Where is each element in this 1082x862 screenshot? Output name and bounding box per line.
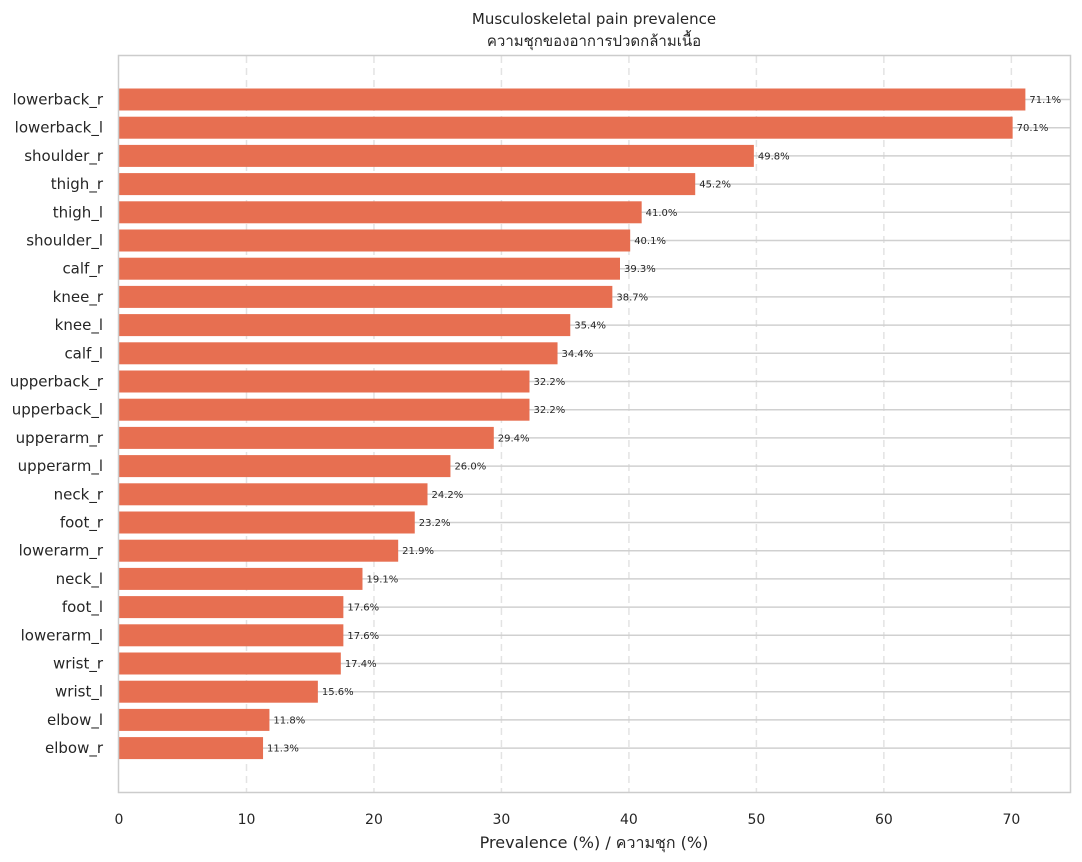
bars [119, 88, 1026, 760]
bar [119, 652, 341, 675]
category-label: foot_l [62, 598, 103, 617]
bar [119, 173, 696, 196]
category-label: shoulder_r [24, 147, 104, 166]
bar [119, 455, 451, 478]
x-tick-label: 20 [365, 812, 383, 828]
category-label: wrist_r [53, 655, 104, 674]
x-tick-label: 60 [875, 812, 893, 828]
category-label: lowerback_r [13, 91, 104, 110]
category-label: thigh_l [53, 203, 103, 222]
bar-value-label: 24.2% [432, 490, 464, 501]
x-tick-label: 40 [620, 812, 638, 828]
bar [119, 596, 344, 619]
category-label: upperarm_l [18, 457, 103, 476]
category-label: knee_l [55, 316, 103, 335]
bar-value-label: 34.4% [562, 349, 594, 360]
bar-value-label: 70.1% [1017, 123, 1049, 134]
bar [119, 342, 558, 365]
bar-value-label: 26.0% [454, 462, 486, 473]
bar-value-label: 23.2% [419, 518, 451, 529]
chart-subtitle: ความชุกของอาการปวดกล้ามเนื้อ [487, 30, 701, 51]
bar [119, 567, 363, 590]
category-label: knee_r [53, 288, 104, 307]
bar [119, 144, 754, 167]
bar [119, 483, 428, 506]
x-tick-labels: 0 10 20 30 40 50 60 70 [115, 812, 1021, 828]
bar-value-label: 35.4% [574, 321, 606, 332]
x-axis-label: Prevalence (%) / ความชุก (%) [480, 833, 709, 853]
bar-value-label: 38.7% [616, 292, 648, 303]
bar-value-label: 15.6% [322, 687, 354, 698]
category-label: elbow_l [47, 711, 103, 730]
bar [119, 539, 399, 562]
x-tick-label: 70 [1002, 812, 1020, 828]
bar-value-label: 11.3% [267, 744, 299, 755]
x-tick-label: 0 [115, 812, 124, 828]
category-label: thigh_r [51, 175, 104, 194]
bar-value-label: 21.9% [402, 546, 434, 557]
category-label: neck_l [56, 570, 103, 589]
category-label: lowerback_l [15, 119, 103, 138]
data-labels: 71.1% 70.1% 49.8% 45.2% 41.0% 40.1% 39.3% 38.7%… [267, 95, 1061, 755]
category-label: lowerarm_l [21, 626, 103, 645]
category-label: calf_l [64, 344, 103, 363]
category-labels: lowerback_r lowerback_l shoulder_r thigh_rt… [10, 91, 104, 759]
plot-frame [117, 54, 1072, 794]
category-label: upperback_r [10, 373, 104, 392]
bar-value-label: 32.2% [533, 405, 565, 416]
category-label: shoulder_l [26, 232, 103, 251]
bar-value-label: 11.8% [273, 715, 305, 726]
bar [119, 624, 344, 647]
category-label: neck_r [54, 485, 104, 504]
category-label: elbow_r [45, 739, 104, 758]
x-tick-label: 30 [493, 812, 511, 828]
bar-value-label: 40.1% [634, 236, 666, 247]
bar-value-label: 45.2% [699, 180, 731, 191]
bar [119, 314, 571, 337]
bar [119, 116, 1013, 139]
x-tick-label: 10 [238, 812, 256, 828]
bar [119, 426, 494, 449]
bar-value-label: 17.6% [347, 603, 379, 614]
bar-value-label: 32.2% [533, 377, 565, 388]
category-label: upperarm_r [16, 429, 104, 448]
chart-title: Musculoskeletal pain prevalence [472, 10, 716, 28]
category-label: foot_r [60, 514, 104, 533]
category-label: wrist_l [55, 683, 103, 702]
bar-value-label: 39.3% [624, 264, 656, 275]
category-label: lowerarm_r [19, 542, 104, 561]
bar-value-label: 71.1% [1029, 95, 1061, 106]
bar [119, 708, 270, 731]
bar-value-label: 29.4% [498, 433, 530, 444]
bar [119, 737, 264, 760]
bar-value-label: 17.6% [347, 631, 379, 642]
category-label: calf_r [62, 260, 103, 279]
category-label: upperback_l [12, 401, 103, 420]
x-tick-label: 50 [747, 812, 765, 828]
bar [119, 680, 318, 703]
bar [119, 511, 415, 534]
bar-value-label: 49.8% [758, 151, 790, 162]
bar [119, 229, 631, 252]
bar-value-label: 17.4% [345, 659, 377, 670]
bar [119, 370, 530, 393]
bar-value-label: 41.0% [646, 208, 678, 219]
bar [119, 398, 530, 421]
bar [119, 201, 642, 224]
bar [119, 257, 620, 280]
bar [119, 88, 1026, 111]
bar-value-label: 19.1% [366, 574, 398, 585]
bar [119, 285, 613, 308]
